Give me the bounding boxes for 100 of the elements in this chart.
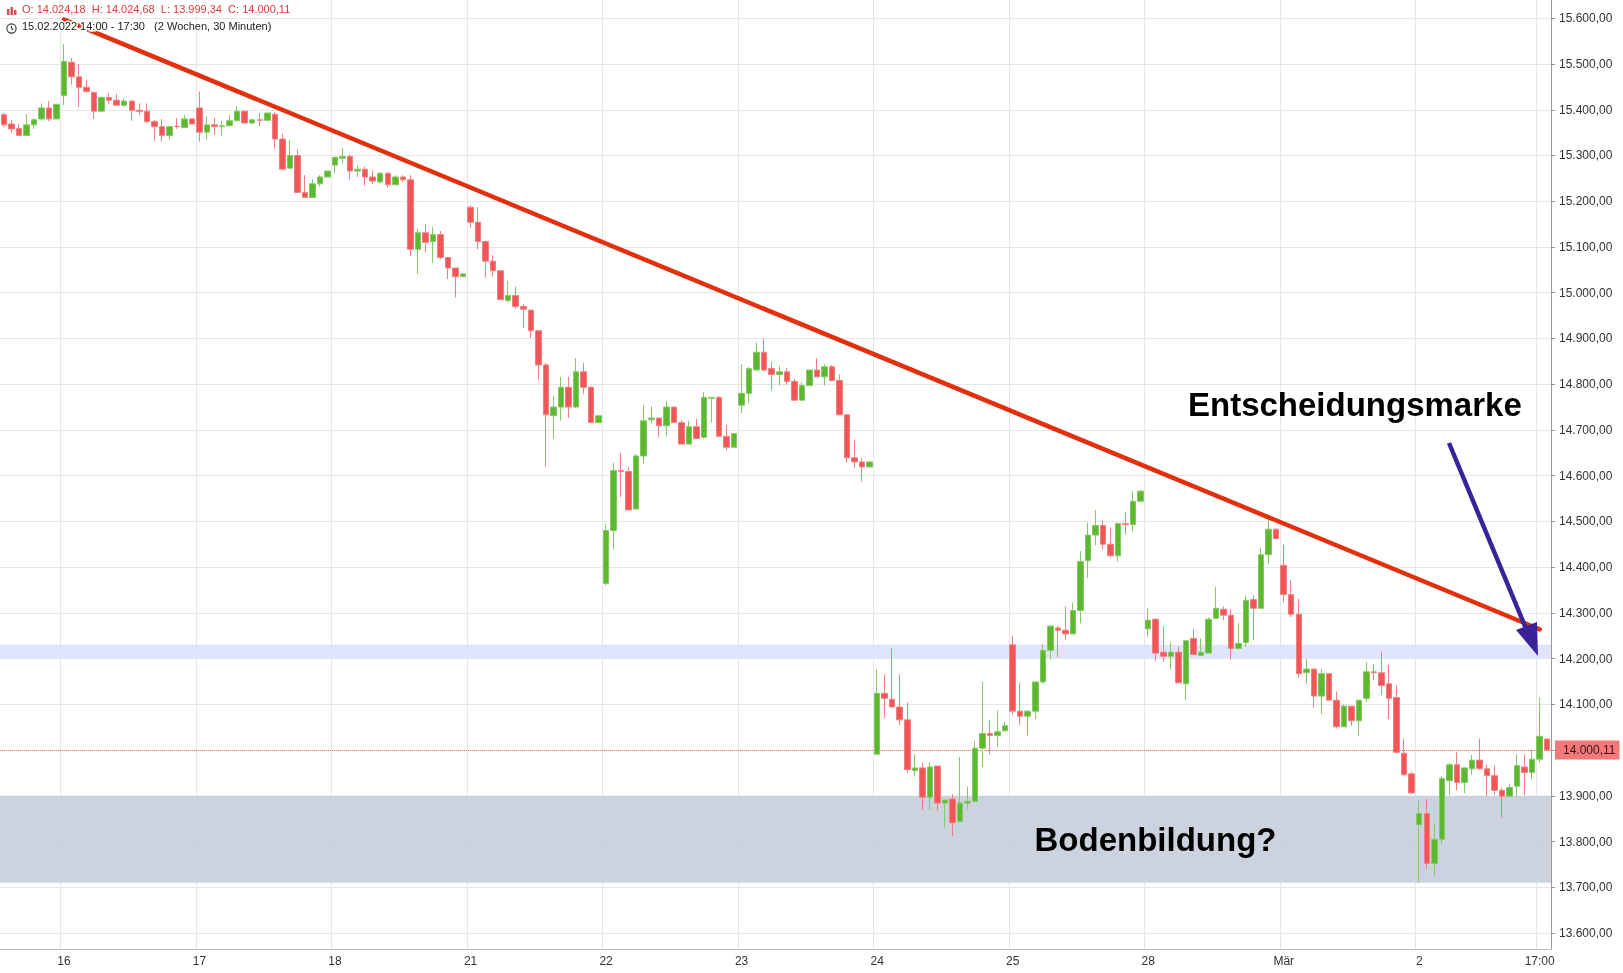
candlestick — [912, 753, 918, 778]
y-tick-label: 14.400,00 — [1559, 560, 1613, 575]
candlestick — [174, 117, 180, 130]
candlestick — [1348, 705, 1355, 727]
candlestick — [460, 272, 466, 278]
candlestick — [1273, 528, 1279, 540]
y-tick-label: 14.800,00 — [1559, 377, 1613, 392]
candlestick — [573, 357, 579, 409]
x-tick-label: Mär — [1273, 954, 1295, 968]
y-tick-label: 14.300,00 — [1559, 605, 1613, 620]
y-tick-label: 14.200,00 — [1559, 651, 1613, 666]
candlestick — [874, 668, 880, 756]
y-tick-label: 14.900,00 — [1559, 331, 1613, 346]
candlestick — [287, 139, 293, 169]
candlestick — [211, 117, 218, 136]
candlestick — [257, 112, 263, 127]
candlestick — [776, 365, 783, 387]
candlestick — [53, 103, 60, 120]
candlestick — [1002, 721, 1008, 732]
candlestick — [1341, 703, 1347, 728]
y-tick-label: 14.100,00 — [1559, 697, 1613, 712]
candlestick — [505, 280, 511, 303]
candlestick — [91, 90, 97, 120]
candlestick — [98, 96, 105, 113]
candlestick — [347, 154, 353, 181]
candlestick — [663, 400, 670, 437]
candlestick — [1318, 668, 1325, 715]
y-tick-label: 15.500,00 — [1559, 57, 1613, 72]
candlestick — [1213, 586, 1219, 619]
x-tick-label: 25 — [1005, 954, 1020, 968]
y-tick-label: 14.600,00 — [1559, 468, 1613, 483]
candlestick — [1235, 622, 1242, 650]
candlestick — [264, 112, 271, 121]
x-tick-label: 28 — [1141, 954, 1156, 968]
candlestick — [1175, 646, 1182, 684]
candlestick — [881, 673, 888, 719]
candlestick — [731, 433, 737, 448]
candlestick — [249, 118, 255, 125]
y-tick-label: 13.600,00 — [1559, 925, 1613, 940]
candlestick — [46, 100, 52, 122]
candlestick — [814, 357, 820, 378]
x-tick-label: 17 — [192, 954, 207, 968]
candlestick — [1145, 607, 1151, 638]
y-tick-label: 15.000,00 — [1559, 285, 1613, 300]
candlestick — [1303, 658, 1310, 685]
candlestick — [1250, 594, 1257, 641]
x-tick-label: 2 — [1415, 954, 1423, 968]
candlestick — [994, 709, 1001, 748]
candlestick — [949, 793, 956, 837]
ref-line-label: 14.000,11 — [1563, 743, 1616, 757]
x-tick-label: 23 — [734, 954, 749, 968]
x-tick-label: 22 — [599, 954, 614, 968]
y-tick-label: 14.700,00 — [1559, 422, 1613, 437]
candlestick — [927, 761, 933, 811]
candlestick — [392, 174, 399, 186]
candlestick — [821, 363, 828, 387]
candlestick — [1363, 661, 1370, 703]
candlestick — [61, 43, 67, 106]
candlestick — [1183, 640, 1189, 701]
candlestick — [1514, 753, 1520, 798]
candlestick — [942, 799, 948, 828]
candlestick — [686, 420, 692, 445]
candlestick — [1416, 800, 1422, 883]
y-tick-label: 13.800,00 — [1559, 834, 1613, 849]
candlestick — [422, 223, 429, 253]
annotation: Entscheidungsmarke — [1188, 386, 1522, 423]
candlestick — [430, 226, 436, 264]
candlestick — [415, 228, 421, 275]
text: 15.02.2022 14:00 - 17:30 (2 Wochen, 30 Minuten) — [22, 19, 272, 32]
candlestick — [241, 109, 248, 124]
candlestick — [656, 417, 662, 438]
candlestick — [1168, 642, 1174, 670]
candlestick — [934, 765, 941, 812]
candlestick — [1356, 699, 1362, 737]
y-tick-label: 15.200,00 — [1559, 194, 1613, 209]
chart-title: O: 14.024,18 H: 14.024,68 L: 13.999,34 C: 14.000,11 — [22, 2, 291, 15]
candlestick — [1190, 628, 1197, 655]
y-tick-label: 15.600,00 — [1559, 11, 1613, 26]
candlestick — [1122, 511, 1129, 535]
y-tick-label: 15.400,00 — [1559, 102, 1613, 117]
candlestick — [1296, 598, 1302, 679]
x-tick-label: 17:00 — [1524, 954, 1556, 968]
candlestick — [565, 376, 572, 419]
candlestick — [377, 171, 383, 184]
candlestick — [385, 171, 391, 189]
candlestick — [1521, 753, 1528, 796]
candlestick — [1506, 782, 1513, 798]
band-label: Bodenbildung? — [1034, 820, 1277, 858]
x-tick-label: 24 — [870, 954, 885, 968]
candlestick — [354, 164, 361, 178]
candlestick — [1243, 594, 1249, 648]
y-tick-label: 15.300,00 — [1559, 148, 1613, 163]
y-tick-label: 15.100,00 — [1559, 239, 1613, 254]
candlestick — [693, 418, 700, 440]
y-tick-label: 13.700,00 — [1559, 880, 1613, 895]
candlestick — [648, 405, 655, 425]
candlestick — [1115, 522, 1121, 563]
y-tick-label: 13.900,00 — [1559, 788, 1613, 803]
candlestick — [204, 115, 210, 141]
candlestick — [1424, 798, 1430, 870]
